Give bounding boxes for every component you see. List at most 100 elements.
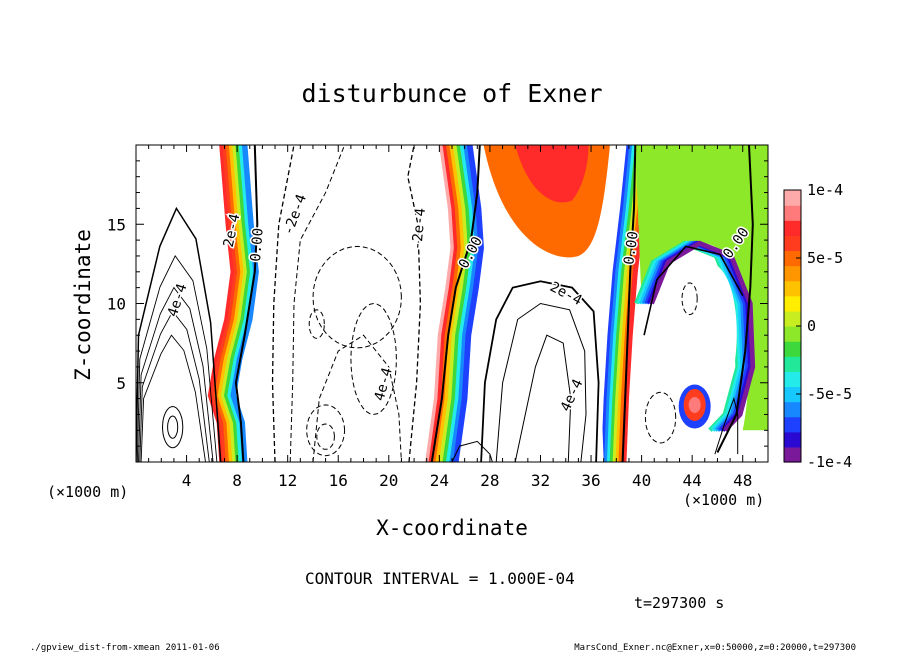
y-tick-label: 15 [107,215,126,234]
negative-contour [316,423,335,450]
band-c-stripe [604,145,635,462]
x-tick-label: 36 [581,471,600,490]
band-b-stripe [425,145,457,462]
chart-title: disturbunce of Exner [301,79,602,108]
contour-label: 0.00 [621,230,642,266]
band-b-stripe [445,145,477,462]
band-a-stripe [227,145,256,462]
x-tick-label: 4 [182,471,192,490]
colorbar-segment [784,386,801,403]
negative-contour [350,302,397,415]
colorbar-segment [784,280,801,297]
plot-area: 2e-4 0.00-2e-44e-4-2e-40.004e-42e-44e-40.… [107,144,769,490]
negative-contour [312,245,402,349]
colorbar-segment [784,446,801,463]
colorbar-segment [784,250,801,267]
x-tick-label: 8 [232,471,242,490]
mid-clear [473,275,604,462]
colorbar-segment [784,235,801,252]
x-unit-right: (×1000 m) [683,491,764,509]
lobe-core [688,396,701,413]
contour-label: -2e-4 [409,207,429,250]
positive-contour [480,280,600,462]
band-c-stripe [612,145,644,462]
y-axis-label: Z-coordinate [71,229,95,381]
colorbar-segment [784,190,801,206]
band-a-stripe [217,145,246,462]
positive-contour [714,396,739,455]
zero-contour [430,145,481,462]
band-b-stripe [452,145,484,462]
band-a-stripe [214,145,243,462]
negative-contour [644,391,677,444]
colorbar-segment [784,310,801,327]
colorbar-tick-label: -1e-4 [807,453,852,471]
y-tick-label: 5 [116,374,126,393]
band-c-stripe [601,145,632,462]
x-tick-label: 12 [278,471,297,490]
x-tick-label: 48 [733,471,752,490]
left-dome-contour [140,334,206,462]
left-core-contour [161,405,184,449]
shaded-bands [207,145,768,462]
positive-contour [451,440,493,462]
x-axis-label: X-coordinate [376,516,528,540]
negative-contour [289,145,346,462]
band-b-stripe [439,145,471,462]
x-tick-label: 24 [430,471,449,490]
band-b-stripe [442,145,474,462]
contour-interval: CONTOUR INTERVAL = 1.000E-04 [305,569,575,588]
negative-contour [306,404,346,457]
colorbar-segment [784,341,801,357]
left-core-contour [167,415,179,439]
time-label: t=297300 s [634,594,724,612]
left-dome-contour [138,286,214,462]
y-tick-label: 10 [107,295,126,314]
negative-contour [308,309,325,339]
band-a-stripe [223,145,253,462]
warm-core [515,145,589,203]
left-dome-contour [139,310,210,462]
colorbar-tick-label: 5e-5 [807,249,843,267]
colorbar-segment [784,356,801,372]
colorbar-segment [784,220,801,236]
contour-label: 0.00 [248,227,267,262]
colorbar-segment [784,326,801,342]
y-axis-ticks: 5 10 15 [107,160,768,447]
colorbar-segment [784,431,801,448]
band-a-stripe [220,145,250,462]
band-a-stripe [210,145,240,462]
colorbar-segment [784,265,801,282]
band-c-stripe [609,145,641,462]
x-tick-label: 28 [480,471,499,490]
positive-contour [495,302,587,462]
right-clear [649,261,737,377]
zero-contour [643,245,744,336]
x-axis-ticks: 4 8 12 16 20 24 28 32 36 40 44 48 [148,145,756,490]
footer-left: ./gpview_dist-from-xmean 2011-01-06 [30,643,220,653]
x-tick-label: 40 [632,471,651,490]
band-c-stripe [606,145,638,462]
colorbar-segment [784,295,801,312]
x-tick-label: 20 [379,471,398,490]
colorbar-segment [784,371,801,388]
x-tick-label: 44 [683,471,702,490]
colorbar: 1e-4 5e-5 0 -5e-5 -1e-4 [783,181,852,471]
colorbar-tick-label: 1e-4 [807,181,843,199]
band-b-stripe [435,145,467,462]
negative-contour [271,145,295,462]
negative-contour [407,145,422,462]
arc-right-stripe [649,240,756,432]
zero-contour [621,145,637,462]
colorbar-segment [784,205,801,221]
right-region [635,145,768,431]
x-tick-label: 16 [329,471,348,490]
colorbar-segment [784,416,801,433]
band-b-stripe [428,145,460,462]
colorbar-tick-label: -5e-5 [807,385,852,403]
positive-contour [514,334,572,462]
x-tick-label: 32 [531,471,550,490]
colorbar-segment [784,401,801,418]
x-unit-left: (×1000 m) [47,483,128,501]
